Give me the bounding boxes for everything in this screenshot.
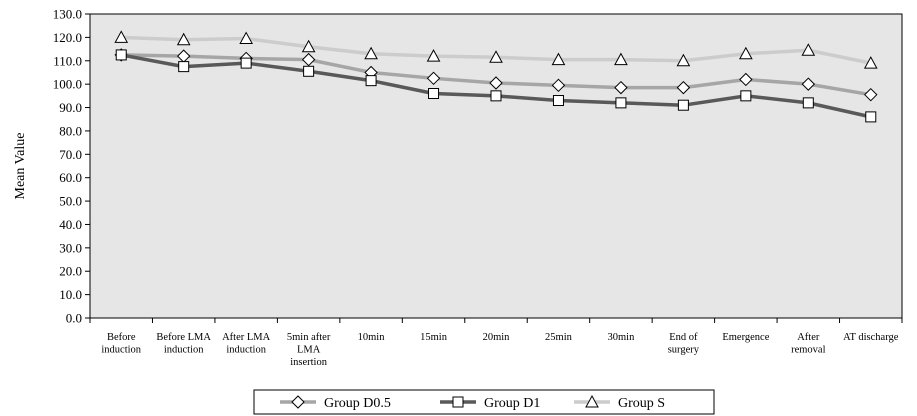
x-tick-label: 25min [545,332,573,343]
data-point-diamond [801,77,816,91]
data-point-square [115,49,127,61]
data-point-diamond [551,78,566,93]
y-tick-label: 10.0 [59,287,82,302]
data-point-triangle [426,49,441,62]
y-tick-label: 40.0 [59,217,82,232]
x-tick-label: Emergence [722,332,769,343]
x-tick-label: After LMA induction [222,332,271,356]
data-point-triangle [239,31,253,45]
x-tick-label: End of surgery [668,332,700,356]
legend-label: Group S [618,396,665,411]
y-tick-label: 30.0 [59,240,82,255]
y-tick-label: 110.0 [53,53,82,68]
x-tick-label: After removal [791,332,825,356]
y-tick-label: 0.0 [66,311,82,326]
x-tick-label: 10min [358,332,386,343]
data-point-triangle [585,394,599,408]
data-point-triangle [489,50,503,63]
legend: Group D0.5 Group D1 Group S [253,389,715,415]
data-point-square [865,111,877,123]
legend-item: Group S [574,394,665,411]
data-point-square [428,88,440,100]
data-point-square [365,75,377,87]
y-tick-label: 20.0 [59,264,82,279]
data-point-square [303,65,315,77]
y-tick-label: 80.0 [59,123,82,138]
data-point-square [490,90,502,102]
data-point-square [178,61,190,73]
data-point-square [552,95,564,107]
y-tick-label: 100.0 [53,77,82,92]
data-point-triangle [176,32,191,46]
data-point-triangle [801,43,816,56]
x-tick-label: 5min after LMA insertion [287,332,331,368]
data-point-triangle [364,46,378,60]
y-tick-label: 130.0 [53,7,82,22]
data-point-square [615,97,627,109]
x-tick-label: Before induction [101,332,141,356]
y-axis: 0.0 10.0 20.0 30.0 40.0 50.0 60.0 70.0 80.0 90.0 1… [53,7,90,326]
data-point-diamond [489,76,503,90]
data-point-triangle [551,52,566,66]
data-point-square [740,90,752,102]
y-tick-label: 90.0 [59,100,82,115]
data-point-triangle [614,52,628,66]
data-point-diamond [739,72,753,87]
x-tick-label: 15min [420,332,448,343]
legend-item: Group D1 [440,396,540,411]
x-axis: Before induction Before LMA induction After … [89,318,903,368]
data-point-triangle [301,39,316,53]
legend-item: Group D0.5 [280,395,391,411]
data-point-square [802,97,814,109]
data-point-triangle [676,53,691,67]
data-point-triangle [863,56,878,69]
data-point-square [240,57,252,69]
series-triangle [114,30,878,69]
x-tick-label: 20min [483,332,511,343]
legend-label: Group D1 [484,396,540,411]
series-square [115,49,877,123]
y-tick-label: 60.0 [59,170,82,185]
data-point-triangle [739,46,753,60]
data-point-square [452,396,464,408]
y-tick-label: 120.0 [53,30,82,45]
data-point-diamond [864,87,878,102]
x-tick-label: 30min [608,332,636,343]
legend-label: Group D0.5 [324,396,391,411]
y-tick-label: 50.0 [59,194,82,209]
y-tick-label: 70.0 [59,147,82,162]
data-point-diamond [676,80,691,95]
y-axis-title: Mean Value [13,133,28,200]
data-point-diamond [291,395,305,409]
data-point-diamond [426,71,441,86]
series-layer [114,30,878,123]
x-tick-label: Before LMA induction [156,332,211,356]
data-point-diamond [614,80,628,95]
x-tick-label: AT discharge [843,332,899,343]
data-point-triangle [114,30,129,43]
data-point-square [677,99,689,111]
legend-box [253,389,715,415]
data-point-diamond [301,52,316,67]
